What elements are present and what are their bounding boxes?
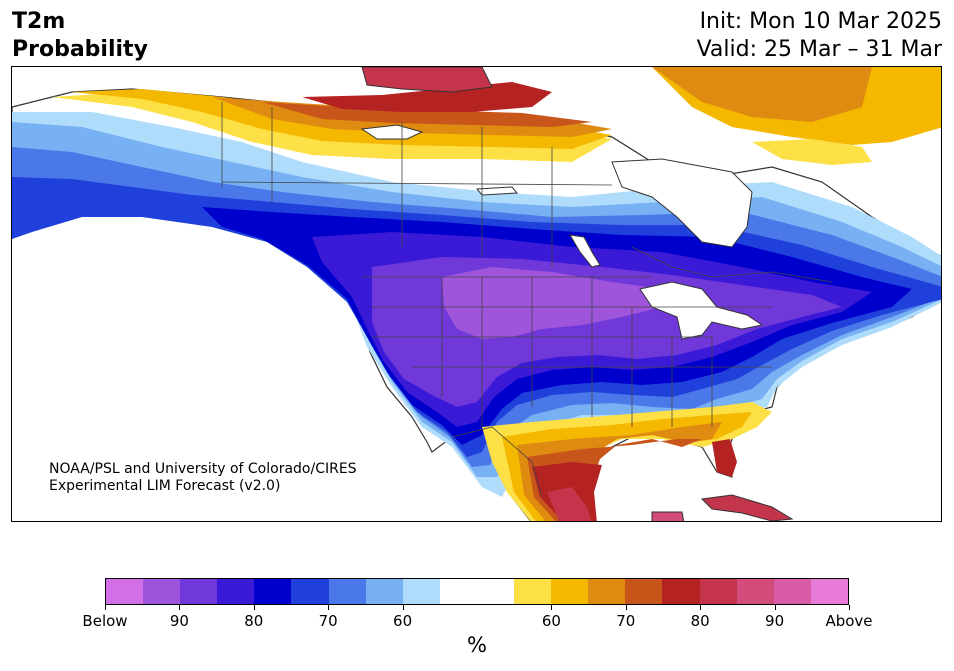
colorbar-segment	[699, 579, 737, 604]
colorbar-tick-labels: Below 90 80 70 60 60 70 80 90 Above	[82, 612, 872, 632]
colorbar-tick-label: 60	[541, 612, 561, 630]
band-greenland-orange	[652, 67, 872, 122]
colorbar-segment	[365, 579, 403, 604]
colorbar-tick-mark	[105, 605, 106, 610]
colorbar-tick-label: 80	[244, 612, 264, 630]
colorbar-segment	[551, 579, 589, 604]
band-purple	[442, 267, 692, 339]
colorbar-tick-mark	[774, 605, 776, 610]
colorbar-segment	[217, 579, 255, 604]
colorbar-segment	[514, 579, 552, 604]
forecast-map	[11, 66, 942, 522]
colorbar-segment	[328, 579, 366, 604]
hudson-bay	[611, 158, 753, 248]
colorbar-tick-label: 60	[393, 612, 413, 630]
band-south-crimson	[547, 487, 592, 521]
political-borders	[221, 102, 833, 498]
colorbar-segment	[143, 579, 181, 604]
colorbar-segment	[476, 579, 515, 604]
probability-colorbar	[105, 578, 849, 605]
init-date: Init: Mon 10 Mar 2025	[699, 9, 942, 34]
colorbar-segment	[254, 579, 292, 604]
colorbar-segment	[736, 579, 774, 604]
colorbar-tick-label: 80	[690, 612, 710, 630]
colorbar-segment	[625, 579, 663, 604]
great-slave-lake	[475, 186, 519, 196]
map-title: T2m Probability	[12, 8, 148, 64]
colorbar-segment	[588, 579, 626, 604]
valid-date: Valid: 25 Mar – 31 Mar	[696, 37, 942, 62]
colorbar-tick-label: Below	[82, 612, 128, 630]
great-lakes	[639, 281, 764, 340]
colorbar-segment	[402, 579, 440, 604]
lake-winnipeg	[569, 234, 601, 268]
colorbar-segment	[106, 579, 144, 604]
data-credit: NOAA/PSL and University of Colorado/CIRE…	[49, 461, 357, 495]
colorbar-tick-mark	[402, 605, 404, 610]
colorbar-segment	[773, 579, 811, 604]
map-svg	[12, 67, 941, 521]
colorbar-segment	[810, 579, 848, 604]
colorbar-tick-mark	[700, 605, 702, 610]
colorbar-tick-mark	[849, 605, 850, 610]
band-arctic-red	[302, 82, 552, 112]
colorbar-tick-label: 70	[616, 612, 636, 630]
colorbar-segment	[439, 579, 477, 604]
colorbar-tick-label: Above	[825, 612, 873, 630]
colorbar-segment	[180, 579, 218, 604]
colorbar-tick-mark	[253, 605, 255, 610]
colorbar-units: %	[467, 633, 487, 657]
colorbar-tick-label: 90	[169, 612, 189, 630]
cuba-island	[700, 494, 794, 521]
title-line-variable: T2m	[12, 9, 66, 34]
colorbar-tick-mark	[328, 605, 330, 610]
colorbar-tick-label: 90	[765, 612, 785, 630]
greenland-island	[361, 67, 493, 93]
band-greenland-yellow	[752, 139, 872, 165]
florida-red	[712, 439, 737, 477]
forecast-dates: Init: Mon 10 Mar 2025 Valid: 25 Mar – 31…	[697, 8, 942, 64]
great-bear-lake	[360, 124, 424, 140]
colorbar-tick-mark	[551, 605, 553, 610]
colorbar-tick-label: 70	[318, 612, 338, 630]
title-line-probability: Probability	[12, 37, 148, 62]
colorbar-segment	[291, 579, 329, 604]
credit-line-1: NOAA/PSL and University of Colorado/CIRE…	[49, 461, 357, 477]
hispaniola-island	[651, 511, 685, 521]
colorbar-tick-mark	[179, 605, 181, 610]
credit-line-2: Experimental LIM Forecast (v2.0)	[49, 478, 281, 494]
colorbar-tick-mark	[625, 605, 627, 610]
colorbar-segment	[662, 579, 700, 604]
